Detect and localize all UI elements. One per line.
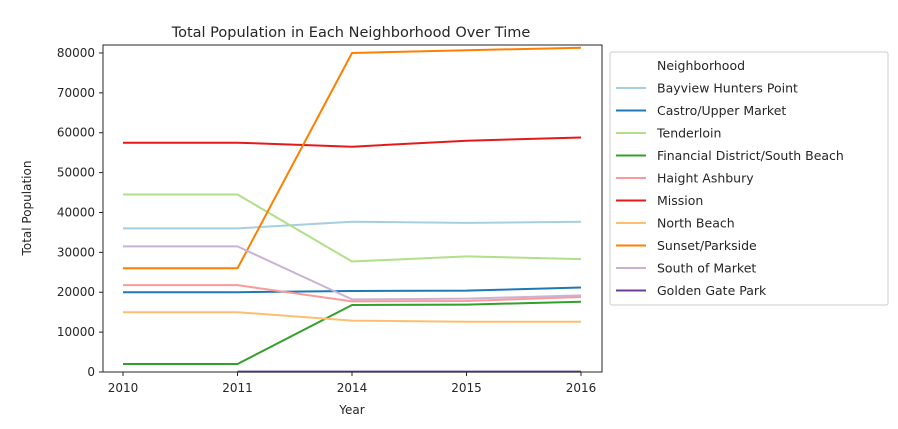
- legend-label: Tenderloin: [656, 126, 721, 141]
- x-tick-label: 2011: [222, 381, 253, 395]
- chart-title: Total Population in Each Neighborhood Ov…: [171, 25, 531, 41]
- x-tick-label: 2015: [451, 381, 482, 395]
- series-line-2: [123, 193, 582, 263]
- y-tick-label: 80000: [57, 46, 95, 60]
- series-line-3: [123, 300, 582, 365]
- legend-label: Golden Gate Park: [657, 283, 767, 298]
- legend: Neighborhood Bayview Hunters Point Castro…: [609, 51, 889, 306]
- y-tick-label: 50000: [57, 166, 95, 180]
- series-line-4: [123, 284, 582, 303]
- legend-label: Haight Ashbury: [657, 171, 754, 186]
- y-axis-ticks: 0 10000 20000 30000 40000 50000 60000 70000 8000…: [57, 46, 103, 379]
- plot-frame: [102, 44, 603, 373]
- y-tick-label: 30000: [57, 245, 95, 259]
- legend-label: Castro/Upper Market: [657, 103, 786, 118]
- y-tick-label: 40000: [57, 205, 95, 219]
- x-tick-label: 2010: [108, 381, 139, 395]
- legend-frame: [609, 51, 889, 306]
- legend-label: Bayview Hunters Point: [657, 81, 798, 96]
- y-tick-label: 70000: [57, 86, 95, 100]
- legend-items: Bayview Hunters Point Castro/Upper Market…: [616, 81, 844, 298]
- series-line-5: [123, 136, 582, 148]
- x-axis-ticks: 2010 2011 2014 2015 2016: [108, 372, 597, 395]
- series-line-7: [123, 46, 582, 270]
- series-line-0: [123, 220, 582, 230]
- y-tick-label: 60000: [57, 126, 95, 140]
- legend-label: North Beach: [657, 216, 735, 231]
- y-tick-label: 10000: [57, 325, 95, 339]
- y-axis-label: Total Population: [20, 161, 34, 257]
- x-tick-label: 2014: [337, 381, 368, 395]
- x-axis-label: Year: [338, 403, 364, 417]
- series-line-8: [123, 245, 582, 301]
- legend-label: Mission: [657, 193, 703, 208]
- legend-label: Sunset/Parkside: [657, 238, 757, 253]
- series-line-1: [123, 286, 582, 294]
- series-lines: [123, 46, 582, 373]
- legend-label: South of Market: [657, 261, 756, 276]
- legend-label: Financial District/South Beach: [657, 148, 844, 163]
- series-line-6: [123, 311, 581, 323]
- legend-title: Neighborhood: [657, 58, 745, 73]
- y-tick-label: 0: [87, 365, 95, 379]
- x-tick-label: 2016: [566, 381, 597, 395]
- y-tick-label: 20000: [57, 285, 95, 299]
